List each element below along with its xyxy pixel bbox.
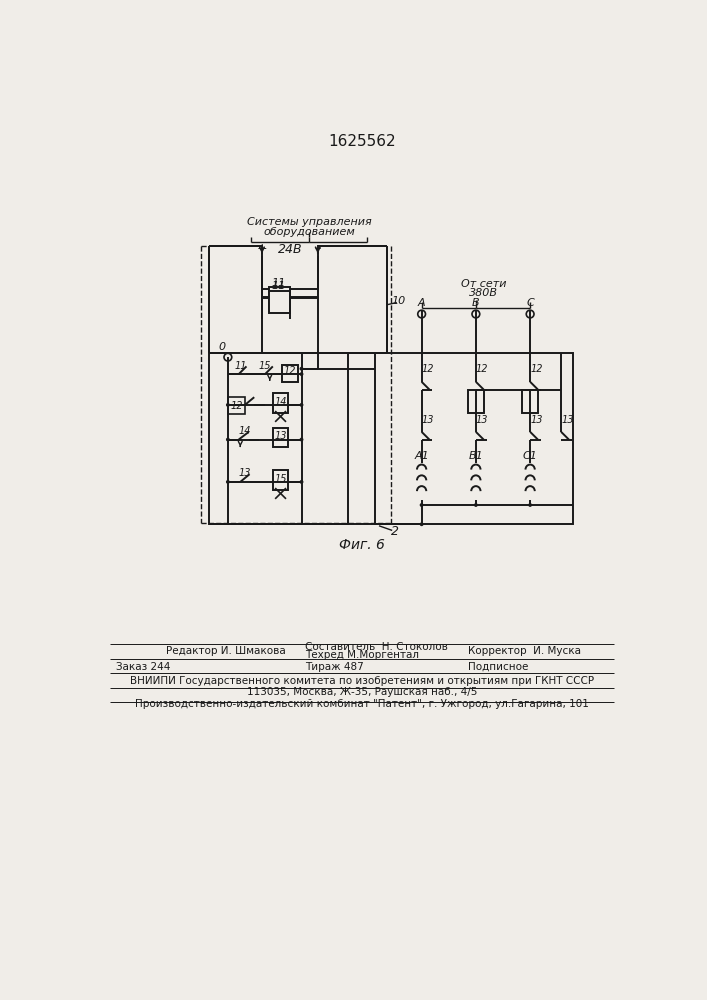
Circle shape — [226, 438, 230, 441]
Circle shape — [420, 522, 423, 526]
Text: Производственно-издательский комбинат "Патент", г. Ужгород, ул.Гагарина, 101: Производственно-издательский комбинат "П… — [135, 699, 589, 709]
Circle shape — [226, 480, 230, 484]
Text: 10: 10 — [391, 296, 406, 306]
Text: 14: 14 — [274, 397, 287, 407]
Text: Редактор И. Шмакова: Редактор И. Шмакова — [166, 646, 286, 656]
Text: Тираж 487: Тираж 487 — [305, 662, 364, 672]
Text: +: + — [257, 242, 267, 255]
Text: –: – — [315, 242, 321, 255]
Bar — [269, 291, 290, 312]
Bar — [209, 353, 348, 524]
Circle shape — [472, 310, 480, 318]
Circle shape — [474, 503, 478, 507]
Text: 13: 13 — [476, 415, 489, 425]
Bar — [273, 470, 288, 490]
Text: 12: 12 — [284, 366, 296, 376]
Circle shape — [420, 503, 423, 507]
Text: 12: 12 — [530, 364, 542, 374]
Text: 11: 11 — [235, 361, 247, 371]
Circle shape — [418, 310, 426, 318]
Circle shape — [226, 403, 230, 407]
Text: B: B — [472, 298, 479, 308]
Bar — [522, 389, 538, 413]
Circle shape — [526, 310, 534, 318]
Text: 15: 15 — [259, 361, 271, 371]
Text: Заказ 244: Заказ 244 — [115, 662, 170, 672]
Text: 380В: 380В — [469, 288, 498, 298]
Circle shape — [300, 480, 303, 484]
Bar — [468, 389, 484, 413]
Bar — [273, 428, 288, 447]
Text: Составитель  Н. Стоколов: Составитель Н. Стоколов — [305, 642, 448, 652]
Text: 13: 13 — [561, 415, 573, 425]
Text: C: C — [526, 298, 534, 308]
Text: Подписное: Подписное — [468, 662, 529, 672]
Text: 13: 13 — [239, 468, 251, 478]
Text: 13: 13 — [421, 415, 434, 425]
Circle shape — [528, 503, 532, 507]
Text: C1: C1 — [522, 451, 537, 461]
Text: 13: 13 — [530, 415, 542, 425]
Text: 1625562: 1625562 — [328, 134, 396, 149]
Text: 113035, Москва, Ж-35, Раушская наб., 4/5: 113035, Москва, Ж-35, Раушская наб., 4/5 — [247, 687, 477, 697]
Bar — [273, 393, 288, 413]
Text: 15: 15 — [274, 474, 287, 484]
Bar — [375, 353, 573, 524]
Circle shape — [300, 367, 303, 371]
Text: 11: 11 — [272, 278, 286, 288]
Text: Системы управления: Системы управления — [247, 217, 372, 227]
Text: A1: A1 — [414, 451, 429, 461]
Text: Техред М.Моргентал: Техред М.Моргентал — [305, 650, 419, 660]
Text: 24В: 24В — [278, 243, 302, 256]
Text: 14: 14 — [239, 426, 251, 436]
Text: 13: 13 — [274, 431, 287, 441]
Circle shape — [224, 353, 232, 361]
Text: 12: 12 — [476, 364, 489, 374]
Bar — [228, 397, 245, 414]
Text: оборудованием: оборудованием — [264, 227, 355, 237]
Text: 2: 2 — [390, 525, 399, 538]
Text: 0: 0 — [219, 342, 226, 352]
Bar — [282, 365, 298, 382]
Bar — [269, 287, 290, 309]
Text: 12: 12 — [230, 401, 243, 411]
Text: Фиг. 6: Фиг. 6 — [339, 538, 385, 552]
Text: B1: B1 — [469, 451, 484, 461]
Text: От сети: От сети — [461, 279, 506, 289]
Circle shape — [300, 403, 303, 407]
Circle shape — [300, 438, 303, 441]
Text: ВНИИПИ Государственного комитета по изобретениям и открытиям при ГКНТ СССР: ВНИИПИ Государственного комитета по изоб… — [130, 676, 594, 686]
Circle shape — [300, 372, 303, 376]
Text: 11: 11 — [272, 281, 286, 291]
Text: A: A — [418, 298, 426, 308]
Text: Корректор  И. Муска: Корректор И. Муска — [468, 646, 581, 656]
Text: 12: 12 — [421, 364, 434, 374]
